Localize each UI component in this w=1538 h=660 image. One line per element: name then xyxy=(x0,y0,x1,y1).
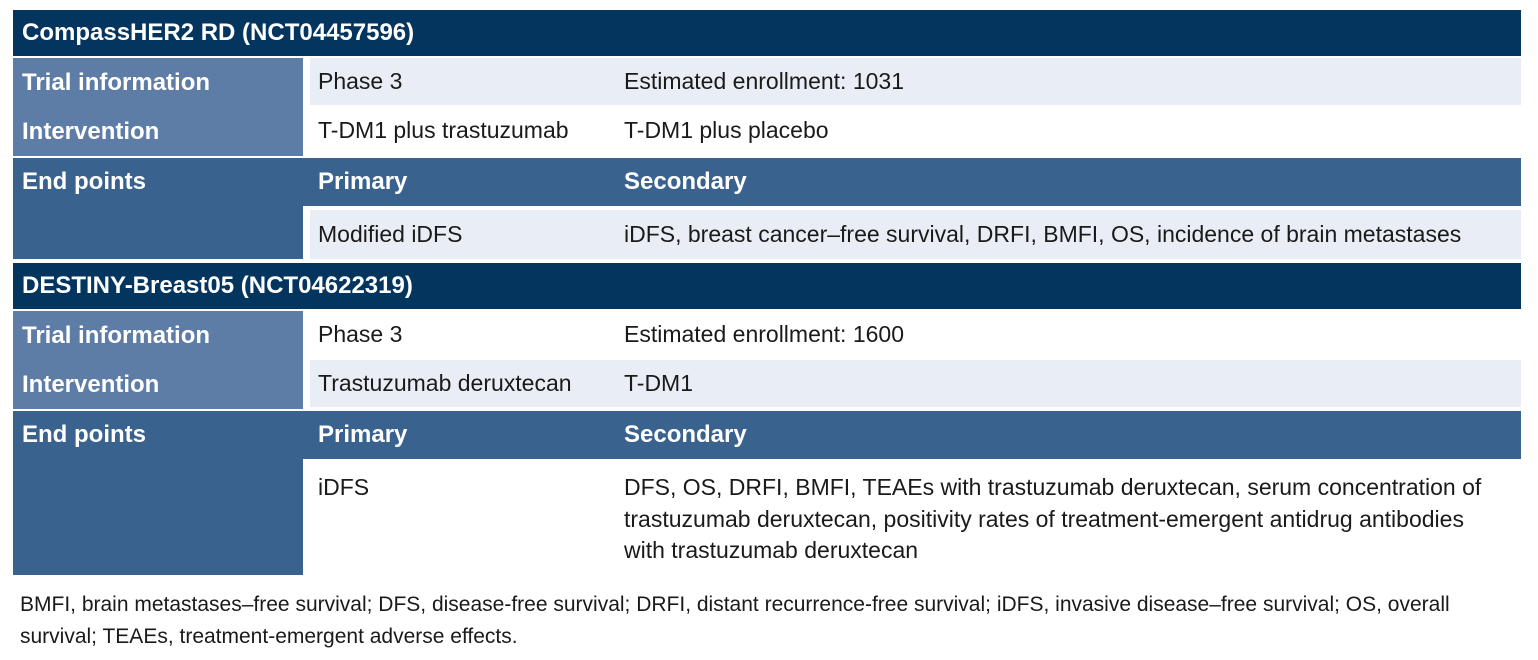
trial1-phase-value: Phase 3 xyxy=(318,68,403,94)
trial1-endpoints-content: Primary Secondary Modified iDFS iDFS, br… xyxy=(303,158,1521,260)
trial2-primary-endpoint: iDFS xyxy=(318,474,370,501)
trial1-info-intervention-section: Trial information Intervention Phase 3 E… xyxy=(13,58,1521,156)
trial1-secondary-endpoints: iDFS, breast cancer–free survival, DRFI,… xyxy=(624,221,1462,247)
trial1-intervention-label: Intervention xyxy=(22,118,160,145)
trial1-primary-header: Primary xyxy=(318,168,408,195)
trial2-endpoints-section: End points Primary Secondary iDFS DFS, O… xyxy=(13,411,1521,576)
abbreviations-footnote: BMFI, brain metastases–free survival; DF… xyxy=(20,593,1450,648)
trial2-endpoints-data-row: iDFS DFS, OS, DRFI, BMFI, TEAEs with tra… xyxy=(310,459,1521,576)
trial2-secondary-endpoints: DFS, OS, DRFI, BMFI, TEAEs with trastuzu… xyxy=(624,474,1482,563)
trial1-content-column: Phase 3 Estimated enrollment: 1031 T-DM1… xyxy=(303,58,1521,156)
trial2-label-column: Trial information Intervention xyxy=(13,311,303,410)
trial1-label-column: Trial information Intervention xyxy=(13,58,303,156)
trial2-phase-value: Phase 3 xyxy=(318,321,403,348)
trial1-endpoints-section: End points Primary Secondary Modified iD… xyxy=(13,158,1521,260)
trial1-intervention-arm2: T-DM1 plus placebo xyxy=(624,117,829,143)
trial1-endpoints-header-row: Primary Secondary xyxy=(303,158,1521,206)
clinical-trials-table: CompassHER2 RD (NCT04457596) Trial infor… xyxy=(13,10,1521,652)
trial1-intervention-arm1: T-DM1 plus trastuzumab xyxy=(318,117,569,143)
trial2-intervention-arm2: T-DM1 xyxy=(624,370,693,397)
trial2-endpoints-header-row: Primary Secondary xyxy=(303,411,1521,460)
trial2-secondary-header: Secondary xyxy=(624,421,747,449)
trial-title-destiny-breast05: DESTINY-Breast05 (NCT04622319) xyxy=(13,263,1521,310)
trial1-intervention-row: T-DM1 plus trastuzumab T-DM1 plus placeb… xyxy=(310,107,1521,154)
trial1-endpoints-data-row: Modified iDFS iDFS, breast cancer–free s… xyxy=(310,206,1521,260)
trial2-intervention-row: Trastuzumab deruxtecan T-DM1 xyxy=(310,360,1521,408)
trial2-enrollment-value: Estimated enrollment: 1600 xyxy=(624,321,904,348)
trial1-enrollment-value: Estimated enrollment: 1031 xyxy=(624,68,904,94)
trial2-info-intervention-section: Trial information Intervention Phase 3 E… xyxy=(13,311,1521,410)
trial1-trial-information-row: Phase 3 Estimated enrollment: 1031 xyxy=(310,58,1521,105)
trial1-trial-information-label: Trial information xyxy=(22,69,211,96)
trial2-endpoints-content: Primary Secondary iDFS DFS, OS, DRFI, BM… xyxy=(303,411,1521,576)
trial2-trial-information-label: Trial information xyxy=(22,322,211,350)
trial1-endpoints-label-column: End points xyxy=(13,158,303,260)
trial1-primary-endpoint: Modified iDFS xyxy=(318,221,463,247)
trial2-trial-information-row: Phase 3 Estimated enrollment: 1600 xyxy=(310,311,1521,359)
trial2-endpoints-label-column: End points xyxy=(13,411,303,576)
trial2-content-column: Phase 3 Estimated enrollment: 1600 Trast… xyxy=(303,311,1521,409)
trial1-endpoints-label: End points xyxy=(22,168,146,195)
trial1-secondary-header: Secondary xyxy=(624,168,747,195)
trial-title-compassher2: CompassHER2 RD (NCT04457596) xyxy=(13,10,1521,56)
trial2-intervention-label: Intervention xyxy=(22,371,160,399)
trial2-intervention-arm1: Trastuzumab deruxtecan xyxy=(318,370,572,397)
trial2-primary-header: Primary xyxy=(318,421,408,449)
trial2-endpoints-label: End points xyxy=(22,421,146,449)
